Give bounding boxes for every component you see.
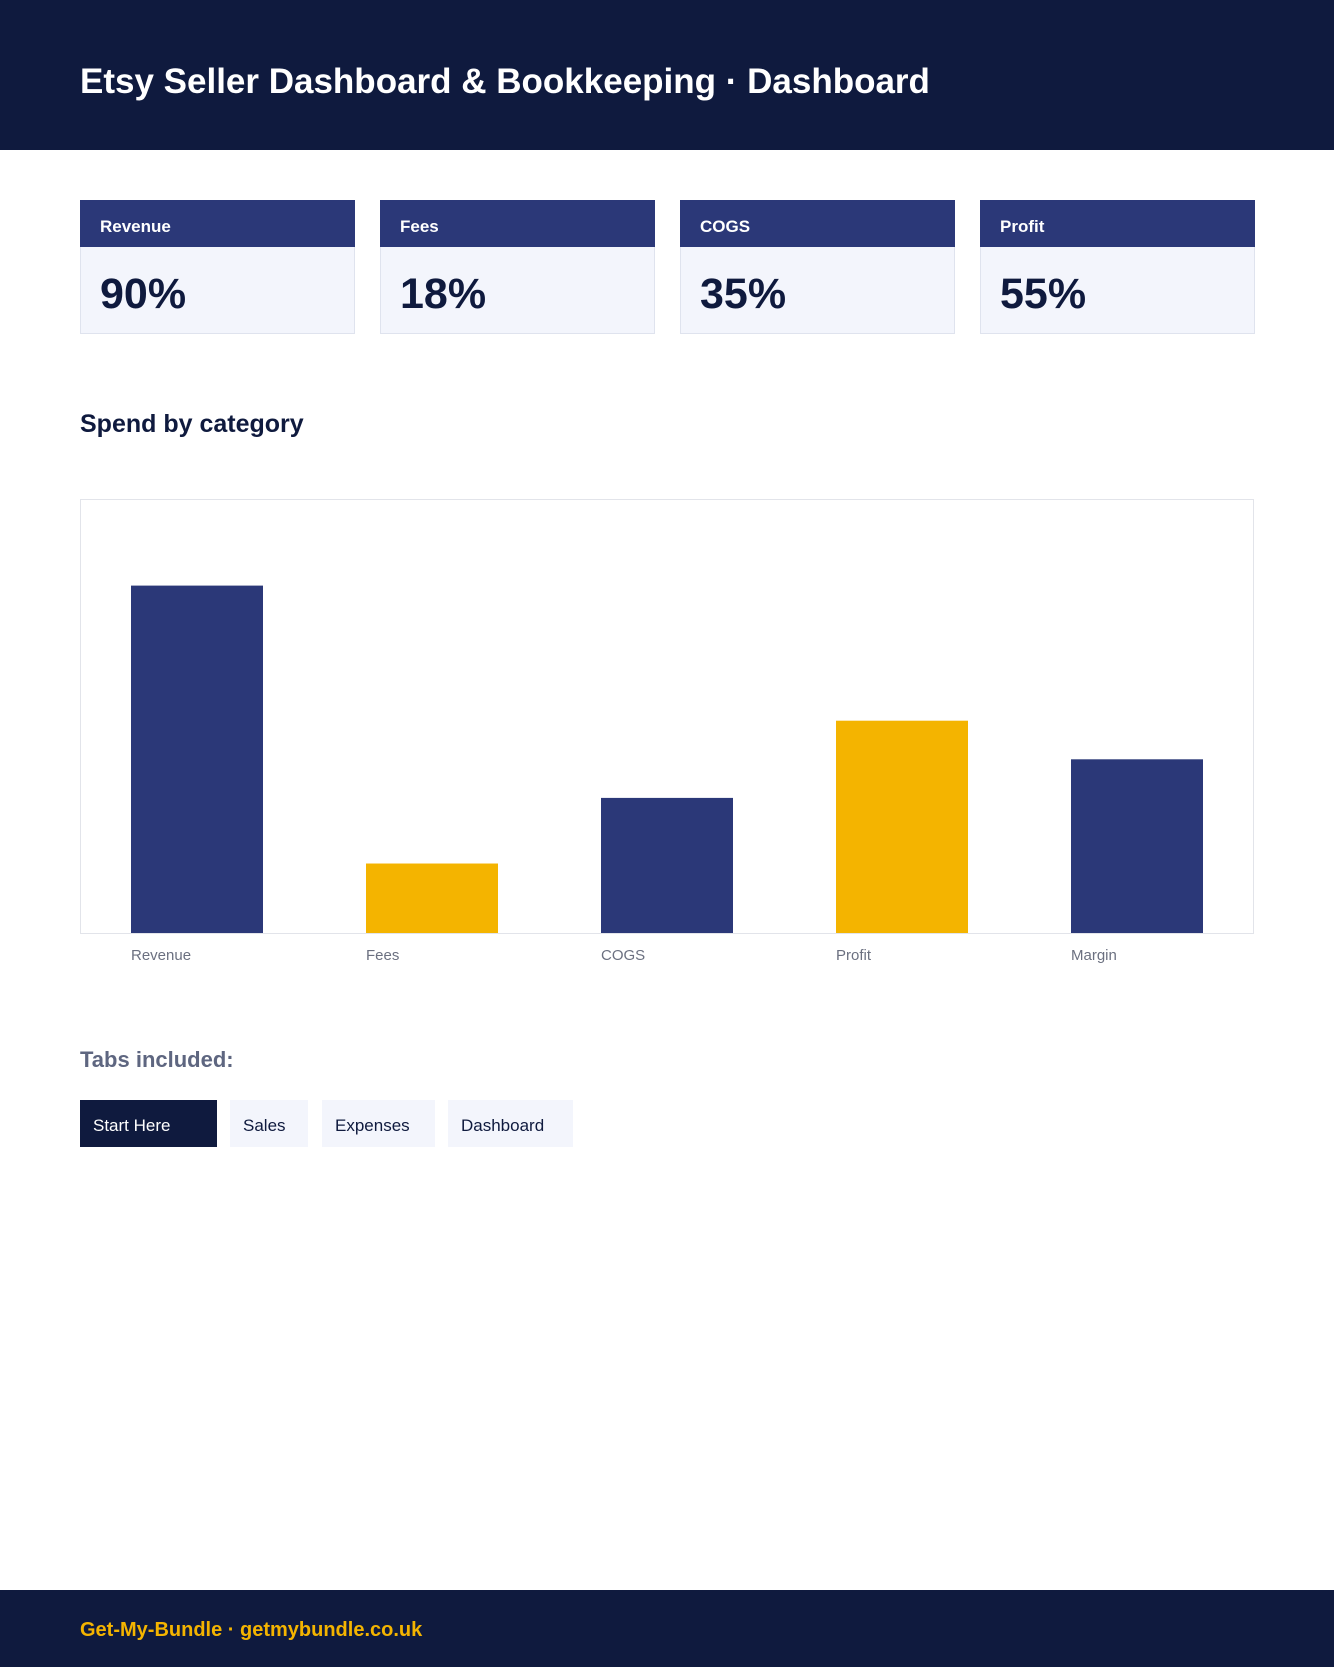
x-tick-label: Fees bbox=[366, 947, 399, 964]
kpi-card-fees: Fees 18% bbox=[380, 200, 655, 334]
bar-cogs bbox=[601, 797, 733, 933]
header-bar: Etsy Seller Dashboard & Bookkeeping · Da… bbox=[0, 0, 1334, 150]
kpi-card-cogs: COGS 35% bbox=[680, 200, 955, 334]
bar-fees bbox=[366, 863, 498, 933]
tabs-title: Tabs included: bbox=[80, 1047, 234, 1072]
kpi-value: 35% bbox=[700, 270, 787, 318]
page-title: Etsy Seller Dashboard & Bookkeeping · Da… bbox=[80, 62, 930, 101]
x-tick-label: Revenue bbox=[131, 947, 191, 964]
x-tick-label: Profit bbox=[836, 947, 872, 964]
kpi-label: COGS bbox=[700, 217, 751, 236]
bar-chart: Revenue Fees COGS Profit Margin bbox=[131, 585, 1203, 964]
bar-profit bbox=[836, 720, 968, 933]
bar-revenue bbox=[131, 585, 263, 933]
bar-chart-frame bbox=[80, 499, 1254, 934]
kpi-card-header: COGS bbox=[680, 200, 955, 247]
kpi-label: Profit bbox=[1000, 217, 1045, 236]
bar-margin bbox=[1071, 759, 1203, 933]
kpi-value: 90% bbox=[100, 270, 187, 318]
kpi-card-header: Profit bbox=[980, 200, 1255, 247]
kpi-card-revenue: Revenue 90% bbox=[80, 200, 355, 334]
section-title: Spend by category bbox=[80, 410, 304, 438]
tab-sales[interactable]: Sales bbox=[230, 1100, 308, 1147]
footer-bar: Get-My-Bundle · getmybundle.co.uk bbox=[0, 1590, 1334, 1667]
x-tick-label: COGS bbox=[601, 947, 645, 964]
tab-expenses[interactable]: Expenses bbox=[322, 1100, 435, 1147]
kpi-label: Fees bbox=[400, 217, 439, 236]
kpi-card-header: Revenue bbox=[80, 200, 355, 247]
kpi-card-header: Fees bbox=[380, 200, 655, 247]
tab-start-here[interactable]: Start Here bbox=[80, 1100, 217, 1147]
kpi-value: 55% bbox=[1000, 270, 1087, 318]
tab-dashboard[interactable]: Dashboard bbox=[448, 1100, 573, 1147]
kpi-label: Revenue bbox=[100, 217, 171, 236]
kpi-value: 18% bbox=[400, 270, 487, 318]
footer-text: Get-My-Bundle · getmybundle.co.uk bbox=[80, 1619, 423, 1641]
x-tick-label: Margin bbox=[1071, 947, 1117, 964]
kpi-card-profit: Profit 55% bbox=[980, 200, 1255, 334]
